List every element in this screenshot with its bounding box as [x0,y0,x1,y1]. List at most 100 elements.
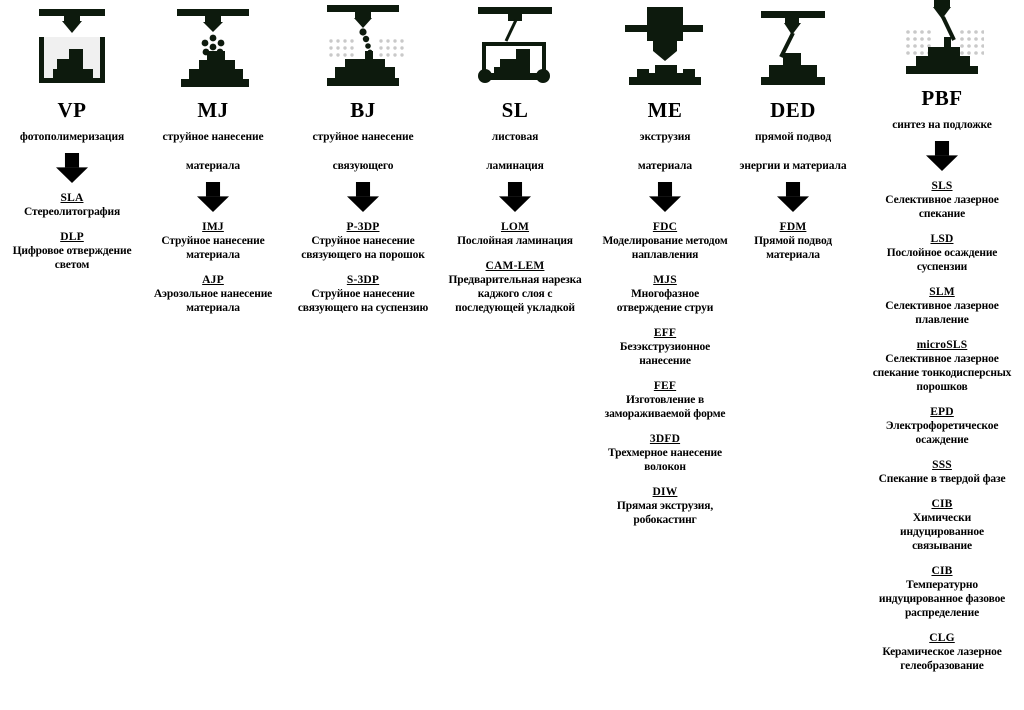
technology-abbreviation: MJS [653,274,677,286]
technology-abbreviation: IMJ [202,221,224,233]
powder-bed-fusion-icon-wrap [862,0,1022,84]
material-jetting-icon [171,1,255,96]
directed-energy-deposition-icon [753,3,833,96]
technology-name-line: связующего на суспензию [297,302,429,314]
technology-name-line: спекание [918,208,966,220]
vat-photopolymerization-icon [31,1,113,96]
category-subtitle-vp: фотополимеризация [8,125,136,150]
binder-jetting-icon-wrap [288,0,438,96]
technology-abbreviation: DIW [652,486,678,498]
technology-item: SSS Спекание в твердой фазе [862,458,1022,486]
technology-name-line: материала [186,302,240,314]
category-subtitle-sl: листовая ламинация [440,125,590,179]
process-category-column-sl: SL листовая ламинация LOM Послойная ламина… [440,0,590,315]
category-subtitle-line: фотополимеризация [19,131,125,143]
technology-name-line: Электрофоретическое [885,420,999,432]
technology-name-line: робокастинг [633,514,697,526]
down-arrow-pbf [862,141,1022,176]
technology-item: CIB Температурно индуцированное фазовое рас… [862,564,1022,620]
technology-item: LSD Послойное осаждение суспензии [862,232,1022,274]
material-extrusion-icon-wrap [590,0,740,96]
category-subtitle-me: экструзия материала [590,125,740,179]
technology-name-line: волокон [644,461,686,473]
technology-name-line: Стереолитография [23,206,121,218]
technology-name-line: последующей укладкой [455,302,575,314]
category-subtitle-line: синтез на подложке [892,119,992,131]
technology-name-line: Струйное нанесение [161,235,265,247]
technology-name-line: каджого слоя с [477,288,553,300]
category-subtitle-line: прямой подвод [754,131,832,143]
technology-item: SLM Селективное лазерное плавление [862,285,1022,327]
technology-name-line: Селективное лазерное [885,300,999,312]
technology-name-line: связывание [912,540,972,552]
category-code-mj: MJ [197,98,229,122]
category-subtitle-line: струйное нанесение [312,131,414,143]
technology-name-line: суспензии [916,261,968,273]
technology-item: IMJ Струйное нанесение материала [143,220,283,262]
technology-name-line: осаждение [915,434,969,446]
technology-name-line: нанесение [639,355,691,367]
technology-abbreviation: EPD [930,406,954,418]
category-code-sl: SL [501,98,529,122]
technology-name-line: наплавления [631,249,699,261]
technology-item: CIB Химически индуцированное связывание [862,497,1022,553]
technology-name-line: гелеобразование [900,660,984,672]
category-subtitle-line: листовая [491,131,539,143]
technology-name-line: связующего на порошок [301,249,425,261]
technology-item: microSLS Селективное лазерное спекание тон… [862,338,1022,394]
technology-name-line: Моделирование методом [602,235,728,247]
technology-name-line: материала [766,249,820,261]
technology-abbreviation: AJP [202,274,224,286]
technology-name-line: Безэкструзионное [619,341,711,353]
technology-list-mj: IMJ Струйное нанесение материала AJP Аэрозол… [143,220,283,315]
category-subtitle-line: струйное нанесение [162,131,264,143]
vat-photopolymerization-icon-wrap [8,0,136,96]
technology-abbreviation: DLP [60,231,84,243]
technology-name-line: Прямой подвод [754,235,832,247]
down-arrow-icon [347,182,379,217]
technology-item: DLP Цифровое отверждение светом [8,230,136,272]
process-category-column-pbf: PBF синтез на подложке SLS Селективное ла… [862,0,1022,673]
technology-name-line: Предварительная нарезка [448,274,582,286]
category-code-me: ME [647,98,683,122]
technology-abbreviation: CIB [931,565,953,577]
technology-name-line: порошков [916,381,968,393]
technology-item: FDC Моделирование методом наплавления [590,220,740,262]
technology-item: AJP Аэрозольное нанесение материала [143,273,283,315]
process-category-column-bj: BJ струйное нанесение связующего P-3DP Стр… [288,0,438,315]
technology-name-line: Аэрозольное нанесение [153,288,273,300]
technology-name-line: Многофазное [630,288,700,300]
down-arrow-icon [499,182,531,217]
technology-name-line: Трехмерное нанесение [608,447,722,459]
technology-item: MJS Многофазное отверждение струи [590,273,740,315]
category-code-vp: VP [57,98,87,122]
technology-name-line: Цифровое отверждение [12,245,132,257]
technology-name-line: материала [186,249,240,261]
technology-item: DIW Прямая экструзия, робокастинг [590,485,740,527]
technology-name-line: индуцированное фазовое [878,593,1006,605]
process-category-column-mj: MJ струйное нанесение материала IMJ Струйн… [143,0,283,315]
technology-name-line: Изготовление в [625,394,705,406]
technology-list-sl: LOM Послойная ламинация CAM-LEM Предварител… [440,220,590,315]
process-category-column-me: ME экструзия материала FDC Моделирование м… [590,0,740,527]
technology-abbreviation: SLA [60,192,84,204]
technology-abbreviation: CLG [929,632,955,644]
technology-abbreviation: CAM-LEM [485,260,545,272]
technology-name-line: замораживаемой форме [604,408,726,420]
down-arrow-mj [143,182,283,217]
binder-jetting-icon [321,0,405,96]
technology-name-line: Струйное нанесение [311,235,415,247]
technology-abbreviation: S-3DP [346,274,380,286]
technology-name-line: распределение [904,607,980,619]
technology-name-line: Химически [912,512,972,524]
technology-item: EFF Безэкструзионное нанесение [590,326,740,368]
category-subtitle-line: связующего [332,160,394,172]
technology-name-line: Селективное лазерное [885,353,999,365]
technology-name-line: отверждение струи [616,302,714,314]
technology-name-line: Керамическое лазерное [882,646,1002,658]
down-arrow-me [590,182,740,217]
sheet-lamination-icon-wrap [440,0,590,96]
technology-name-line: Температурно [906,579,978,591]
down-arrow-bj [288,182,438,217]
